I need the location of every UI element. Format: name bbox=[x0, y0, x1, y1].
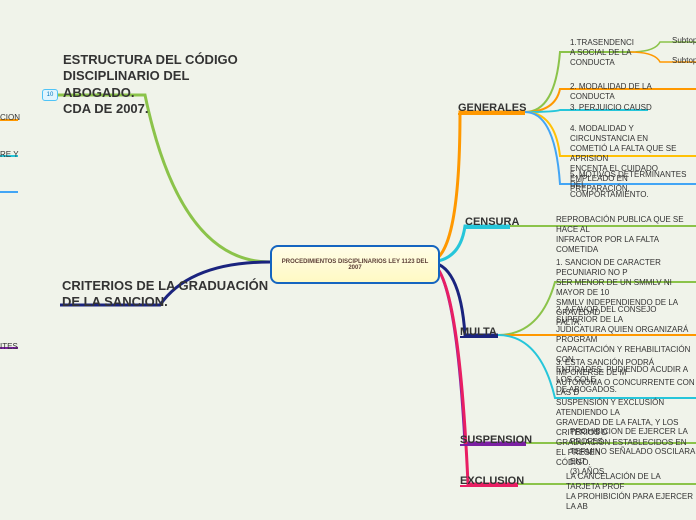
exclusion-label[interactable]: EXCLUSION bbox=[460, 475, 524, 489]
multa-label[interactable]: MULTA bbox=[460, 326, 497, 340]
gen-item-1[interactable]: 1.TRASENDENCI A SOCIAL DE LA CONDUCTA bbox=[570, 38, 634, 68]
exclusion-text[interactable]: LA CANCELACIÓN DE LA TARJETA PROF LA PRO… bbox=[566, 472, 696, 512]
stub-3: ITES bbox=[0, 342, 18, 352]
gen-item-5[interactable]: 5. MOTIVOS DETERMINANTES DEL COMPORTAMIE… bbox=[570, 170, 696, 200]
stub-1: RE Y bbox=[0, 150, 19, 160]
estructura-badge: 10 bbox=[42, 89, 58, 101]
gen-item-3[interactable]: 3. PERJUICIO CAUSD bbox=[570, 103, 652, 113]
suspension-label[interactable]: SUSPENSION bbox=[460, 434, 532, 448]
suspension-text[interactable]: PROHIBICION DE EJERCER LA PROFES TERMINO… bbox=[570, 427, 696, 477]
gen-item-2[interactable]: 2. MODALIDAD DE LA CONDUCTA bbox=[570, 82, 696, 102]
center-label: PROCEDIMIENTOS DISCIPLINARIOS LEY 1123 D… bbox=[276, 259, 434, 271]
gen-sub-2[interactable]: Subtopic bbox=[672, 56, 696, 66]
generales-label[interactable]: GENERALES bbox=[458, 102, 526, 116]
gen-sub-1[interactable]: Subtopic bbox=[672, 36, 696, 46]
censura-text[interactable]: REPROBACIÓN PUBLICA QUE SE HACE AL INFRA… bbox=[556, 215, 696, 255]
mindmap-canvas: { "center": {"label": "PROCEDIMIENTOS DI… bbox=[0, 0, 696, 520]
estructura-title[interactable]: ESTRUCTURA DEL CÓDIGO DISCIPLINARIO DEL … bbox=[63, 52, 263, 117]
stub-0: CION bbox=[0, 113, 20, 123]
center-node[interactable]: PROCEDIMIENTOS DISCIPLINARIOS LEY 1123 D… bbox=[270, 245, 440, 284]
criterios-title[interactable]: CRITERIOS DE LA GRADUACIÓN DE LA SANCION… bbox=[62, 278, 272, 311]
censura-label[interactable]: CENSURA bbox=[465, 216, 519, 230]
